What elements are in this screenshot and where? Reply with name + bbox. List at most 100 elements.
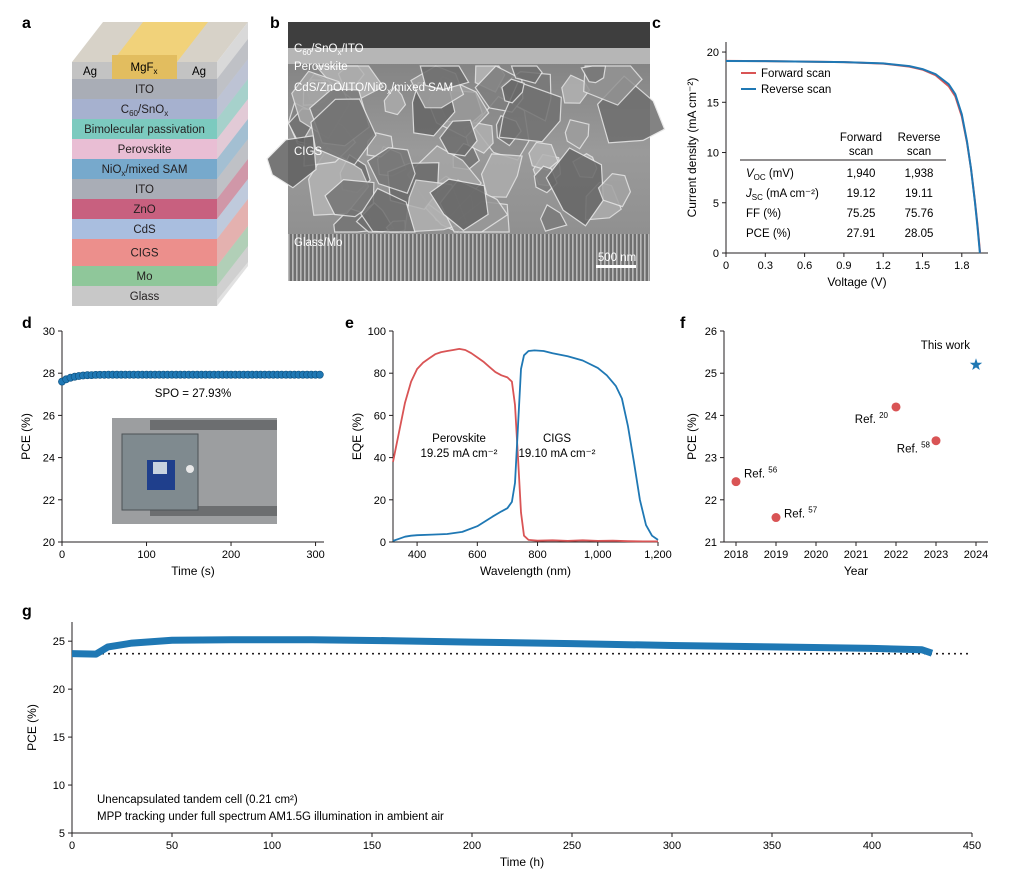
- reference-point: [931, 436, 941, 446]
- x-tick-label: 100: [263, 840, 281, 852]
- point-label: Ref. 57: [784, 506, 818, 521]
- layer-9: [72, 266, 217, 286]
- x-tick-label: 2024: [964, 549, 988, 561]
- ag-right-front: [177, 62, 217, 79]
- table-header: Forward: [840, 132, 882, 144]
- x-tick-label: 200: [463, 840, 481, 852]
- reference-point: [891, 402, 901, 412]
- grain: [366, 146, 416, 194]
- y-tick-label: 10: [707, 148, 719, 160]
- y-tick-label: 24: [43, 453, 55, 465]
- panel-label-a: a: [22, 15, 31, 32]
- y-tick-label: 10: [53, 780, 65, 792]
- x-tick-label: 2018: [724, 549, 748, 561]
- table-header: Reverse: [898, 132, 941, 144]
- x-tick-label: 250: [563, 840, 581, 852]
- x-tick-label: 100: [137, 549, 155, 561]
- y-tick-label: 0: [380, 537, 386, 549]
- y-tick-label: 15: [707, 97, 719, 109]
- table-header: scan: [907, 146, 931, 158]
- y-tick-label: 100: [368, 326, 386, 338]
- grain: [360, 187, 416, 233]
- x-tick-label: 2019: [764, 549, 788, 561]
- y-tick-label: 15: [53, 732, 65, 744]
- reference-point: [731, 477, 741, 487]
- y-tick-label: 5: [59, 828, 65, 840]
- x-tick-label: 2021: [844, 549, 868, 561]
- y-tick-label: 30: [43, 326, 55, 338]
- y-tick-label: 21: [705, 537, 717, 549]
- x-axis-label: Voltage (V): [827, 275, 886, 289]
- grain: [545, 147, 605, 227]
- panel-label-b: b: [270, 15, 280, 32]
- y-axis-label: PCE (%): [685, 413, 699, 460]
- eqe-annotation-name: Perovskite: [432, 433, 486, 445]
- mgfx-front: [112, 55, 177, 79]
- layer-6: [72, 199, 217, 219]
- device-stack-diagram: ITO C60/SnOx Bimolecular passivation Perovs…: [72, 22, 248, 306]
- x-tick-label: 50: [166, 840, 178, 852]
- jv-curve-reverse-scan: [725, 60, 981, 254]
- y-tick-label: 40: [374, 453, 386, 465]
- mgfx-label: MgFx: [131, 62, 158, 76]
- eqe-curve-perovskite: [392, 348, 658, 543]
- x-tick-label: 300: [306, 549, 324, 561]
- x-axis-label: Year: [844, 564, 868, 578]
- tweezer-bottom: [150, 506, 277, 516]
- layer-side-1: [217, 59, 248, 119]
- table-cell-forward: 75.25: [847, 208, 876, 220]
- x-tick-label: 0.6: [797, 260, 812, 272]
- layer-0: [72, 79, 217, 99]
- y-tick-label: 22: [43, 495, 55, 507]
- layer-side-2: [217, 79, 248, 139]
- grain: [324, 178, 375, 218]
- y-tick-label: 25: [705, 368, 717, 380]
- ag-left-front: [72, 62, 112, 79]
- eqe-chart: 0 20 40 60 80 100 400 600 800 1,000 1,200 Wavelengt…: [350, 326, 672, 578]
- layer-label-9: Mo: [137, 271, 153, 283]
- panel-label-g: g: [22, 603, 32, 620]
- y-tick-label: 60: [374, 410, 386, 422]
- point-label: Ref. 20: [855, 411, 889, 426]
- grain: [564, 119, 590, 150]
- x-tick-label: 350: [763, 840, 781, 852]
- jv-chart: 0 5 10 15 20 0 0.3 0.6 0.9 1.2 1.5 1.8 Voltage (V) Cu…: [685, 42, 988, 289]
- y-tick-label: 0: [713, 248, 719, 260]
- y-tick-label: 26: [43, 410, 55, 422]
- scale-bar-label: 500 nm: [598, 252, 636, 264]
- x-tick-label: 400: [408, 549, 426, 561]
- contact-dot: [186, 465, 194, 473]
- grain: [597, 172, 632, 208]
- table-row-label: VOC (mV): [746, 168, 794, 182]
- table-cell-forward: 27.91: [847, 228, 876, 240]
- spo-annotation: SPO = 27.93%: [155, 388, 231, 400]
- y-axis-label: PCE (%): [19, 413, 33, 460]
- mgfx-top: [112, 22, 208, 62]
- sem-label-perovskite: Perovskite: [294, 61, 348, 73]
- grain: [419, 65, 470, 91]
- y-tick-label: 22: [705, 495, 717, 507]
- ag-right-label: Ag: [192, 66, 206, 78]
- table-row-label: FF (%): [746, 208, 781, 220]
- point-label: Ref. 56: [744, 466, 778, 481]
- y-tick-label: 26: [705, 326, 717, 338]
- x-tick-label: 300: [663, 840, 681, 852]
- this-work-star: [969, 358, 983, 370]
- layer-label-0: ITO: [135, 84, 154, 96]
- y-tick-label: 25: [53, 636, 65, 648]
- eqe-curve-cigs: [392, 349, 659, 542]
- layer-8: [72, 239, 217, 266]
- x-tick-label: 600: [468, 549, 486, 561]
- legend-label: Reverse scan: [761, 84, 831, 96]
- sem-label-glass-mo: Glass/Mo: [294, 237, 343, 249]
- layer-label-1: C60/SnOx: [121, 104, 168, 118]
- table-cell-forward: 19.12: [847, 188, 876, 200]
- x-tick-label: 2020: [804, 549, 828, 561]
- layer-label-4: NiOx/mixed SAM: [102, 164, 188, 178]
- layer-2: [72, 119, 217, 139]
- layer-label-6: ZnO: [133, 204, 155, 216]
- eqe-annotation-value: 19.25 mA cm⁻²: [420, 448, 497, 460]
- y-tick-label: 20: [53, 684, 65, 696]
